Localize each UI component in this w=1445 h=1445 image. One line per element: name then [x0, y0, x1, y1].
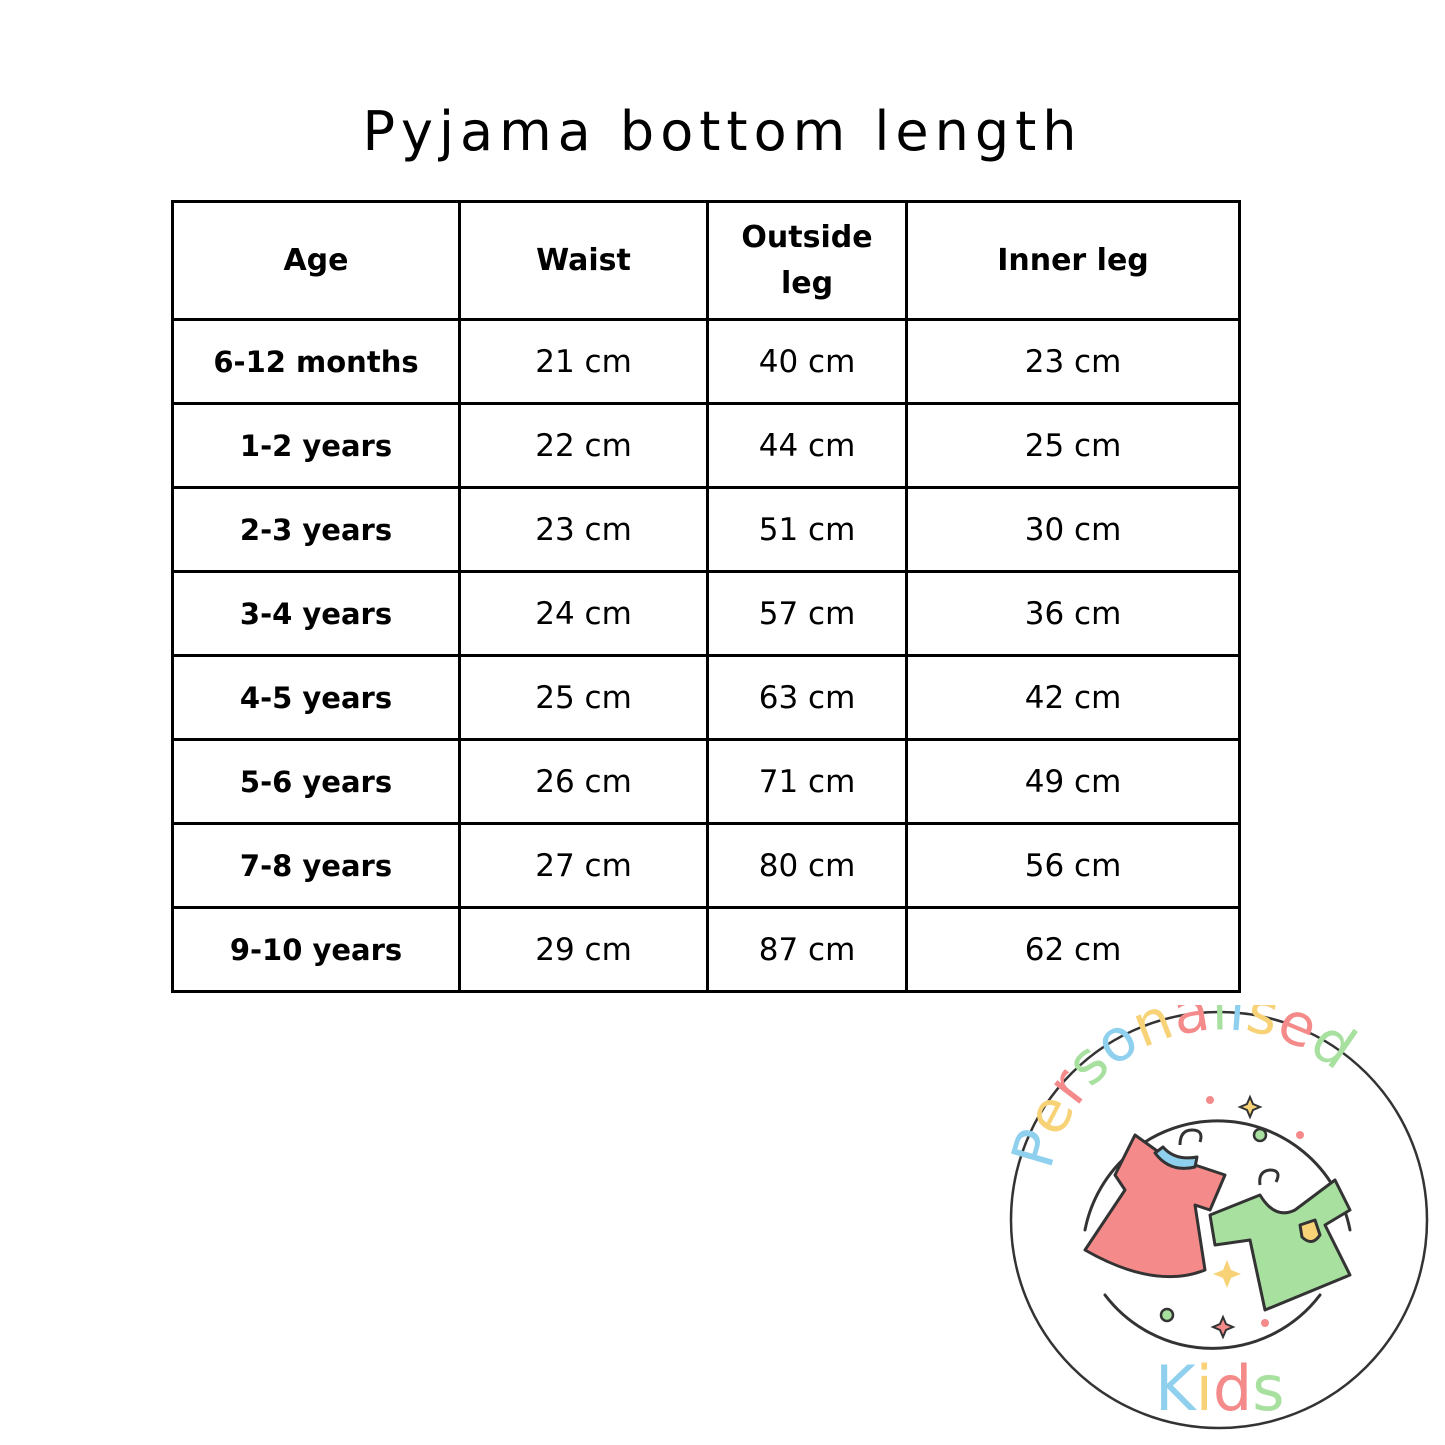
logo-text-personalised: Personalised [1005, 1005, 1368, 1175]
cell-waist: 24 cm [458, 570, 709, 657]
cell-outside-leg: 51 cm [706, 486, 908, 573]
cell-waist: 27 cm [458, 822, 709, 909]
cell-outside-leg: 87 cm [706, 906, 908, 993]
cell-outside-leg: 40 cm [706, 318, 908, 405]
cell-age: 4-5 years [171, 654, 461, 741]
header-outside-leg: Outside leg [706, 200, 908, 321]
cell-age: 6-12 months [171, 318, 461, 405]
page-title: Pyjama bottom length [362, 100, 1083, 163]
cell-waist: 29 cm [458, 906, 709, 993]
table-row: 5-6 years 26 cm 71 cm 49 cm [171, 738, 1241, 825]
size-table: Age Waist Outside leg Inner leg 6-12 mon… [171, 200, 1241, 993]
cell-inner-leg: 36 cm [905, 570, 1241, 657]
header-age: Age [171, 200, 461, 321]
cell-inner-leg: 23 cm [905, 318, 1241, 405]
cell-waist: 22 cm [458, 402, 709, 489]
logo-text-kids: Kids [1155, 1352, 1285, 1425]
cell-inner-leg: 30 cm [905, 486, 1241, 573]
table-header-row: Age Waist Outside leg Inner leg [171, 200, 1241, 321]
table-row: 6-12 months 21 cm 40 cm 23 cm [171, 318, 1241, 405]
dress-icon [1083, 1128, 1227, 1279]
cell-waist: 21 cm [458, 318, 709, 405]
cell-age: 7-8 years [171, 822, 461, 909]
personalised-kids-logo: Personalised Kids [1005, 1005, 1429, 1430]
table-row: 7-8 years 27 cm 80 cm 56 cm [171, 822, 1241, 909]
cell-age: 9-10 years [171, 906, 461, 993]
header-outside-leg-label: Outside leg [741, 219, 873, 301]
table-row: 1-2 years 22 cm 44 cm 25 cm [171, 402, 1241, 489]
table-row: 3-4 years 24 cm 57 cm 36 cm [171, 570, 1241, 657]
cell-inner-leg: 56 cm [905, 822, 1241, 909]
cell-waist: 26 cm [458, 738, 709, 825]
cell-waist: 25 cm [458, 654, 709, 741]
cell-outside-leg: 57 cm [706, 570, 908, 657]
header-inner-leg: Inner leg [905, 200, 1241, 321]
cell-age: 1-2 years [171, 402, 461, 489]
header-waist: Waist [458, 200, 709, 321]
cell-inner-leg: 49 cm [905, 738, 1241, 825]
cell-age: 3-4 years [171, 570, 461, 657]
cell-outside-leg: 71 cm [706, 738, 908, 825]
cell-inner-leg: 25 cm [905, 402, 1241, 489]
cell-age: 5-6 years [171, 738, 461, 825]
table-row: 4-5 years 25 cm 63 cm 42 cm [171, 654, 1241, 741]
cell-waist: 23 cm [458, 486, 709, 573]
cell-outside-leg: 44 cm [706, 402, 908, 489]
cell-inner-leg: 62 cm [905, 906, 1241, 993]
table-row: 2-3 years 23 cm 51 cm 30 cm [171, 486, 1241, 573]
cell-outside-leg: 80 cm [706, 822, 908, 909]
table-row: 9-10 years 29 cm 87 cm 62 cm [171, 906, 1241, 993]
cell-outside-leg: 63 cm [706, 654, 908, 741]
cell-age: 2-3 years [171, 486, 461, 573]
shirt-icon [1208, 1168, 1352, 1312]
cell-inner-leg: 42 cm [905, 654, 1241, 741]
